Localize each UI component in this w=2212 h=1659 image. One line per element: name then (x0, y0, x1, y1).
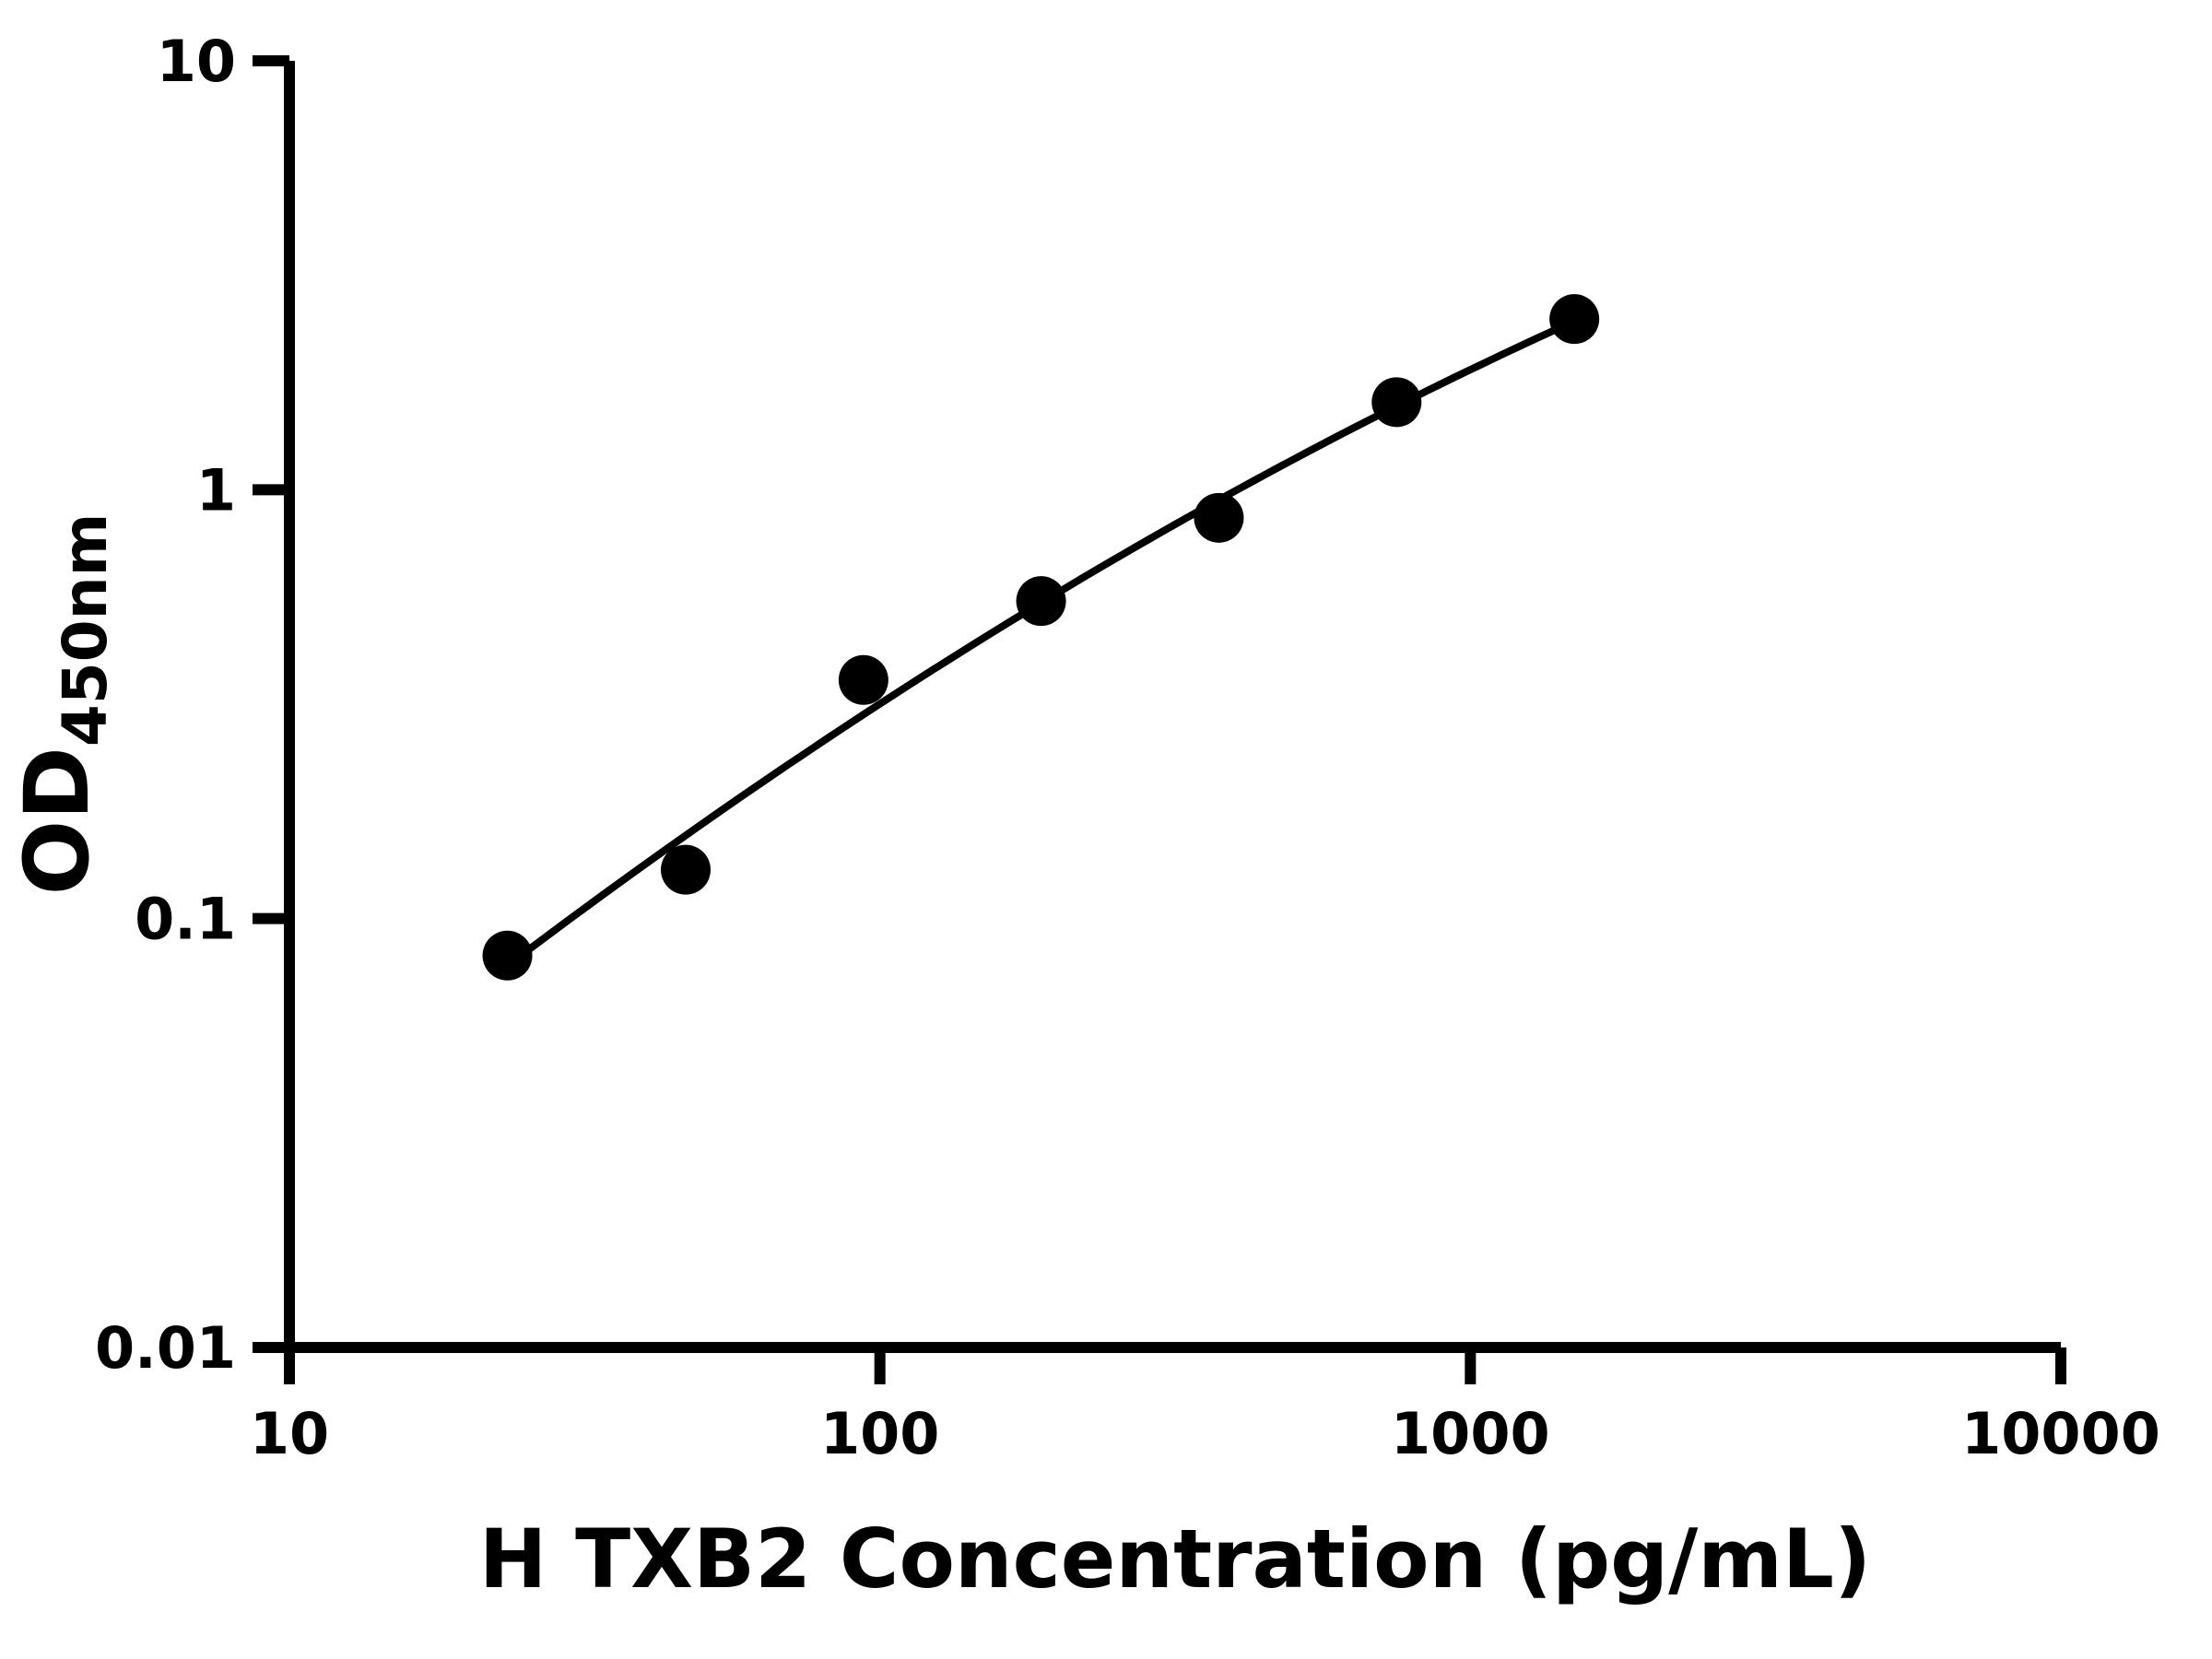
x-tick-label: 10 (250, 1400, 329, 1467)
data-point (838, 654, 888, 705)
data-point (1371, 377, 1422, 428)
y-axis-title-main: OD (6, 747, 109, 895)
y-tick-label: 10 (157, 28, 236, 95)
y-axis-title-subscript: 450nm (50, 513, 121, 747)
x-axis-title: H TXB2 Concentration (pg/mL) (479, 1512, 1871, 1606)
data-point (1549, 294, 1600, 345)
data-point (482, 930, 533, 981)
data-point (1016, 576, 1066, 627)
data-point (660, 844, 711, 895)
x-tick-label: 1000 (1391, 1400, 1550, 1467)
x-tick-label: 100 (820, 1400, 939, 1467)
y-axis-title: OD450nm (6, 513, 121, 896)
y-tick-label: 0.01 (95, 1314, 236, 1382)
x-tick-label: 10000 (1961, 1400, 2160, 1467)
data-point (1194, 492, 1244, 543)
y-tick-label: 1 (196, 456, 236, 524)
plot-area: 10 100 1000 10000 0.01 0.1 1 10 (95, 28, 2160, 1467)
y-tick-label: 0.1 (135, 886, 236, 953)
